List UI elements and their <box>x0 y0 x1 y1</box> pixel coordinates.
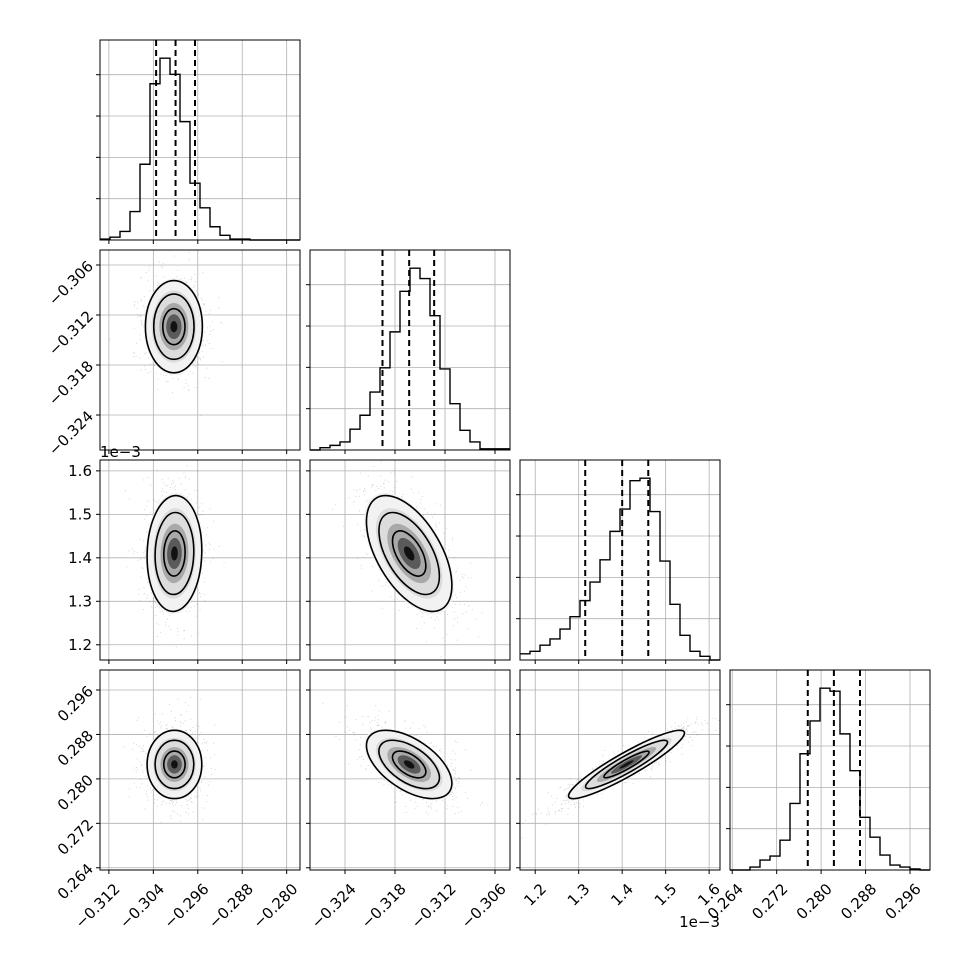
density-fill <box>170 321 178 333</box>
contour-line <box>146 494 203 613</box>
y-tick-label-p1: −0.306 <box>45 257 97 309</box>
contour-line <box>391 750 427 779</box>
marginal-panel-0 <box>96 39 301 244</box>
x-tick-label-p0: −0.288 <box>205 880 257 932</box>
panel-frame <box>99 39 301 241</box>
x-tick-label-p2: 1.3 <box>564 880 594 910</box>
x-tick-label-p1: −0.312 <box>408 880 460 932</box>
panel-content <box>310 670 510 870</box>
panel-frame <box>519 459 721 661</box>
contour-line <box>162 750 186 779</box>
joint-panel-1-3 <box>306 669 511 874</box>
contour-line <box>378 739 441 790</box>
panel-content <box>520 670 720 870</box>
panel-frame <box>309 459 511 661</box>
panel-frame <box>309 249 511 451</box>
y-tick-label-p3: 0.296 <box>54 682 97 725</box>
marginal-panel-1 <box>306 249 511 454</box>
y-tick-label-p2: 1.3 <box>68 592 92 610</box>
scatter-points <box>123 697 216 823</box>
histogram-step <box>100 57 300 241</box>
y-tick-label-p1: −0.318 <box>45 357 97 409</box>
marginal-panel-3 <box>726 669 931 874</box>
joint-panel-2-3 <box>516 669 721 874</box>
panel-frame <box>729 669 931 871</box>
y-tick-label-p3: 0.272 <box>54 816 97 859</box>
x-tick-label-p2: 1.2 <box>520 880 550 910</box>
y-tick-label-p3: 0.264 <box>54 860 97 903</box>
x-tick-label-p1: −0.318 <box>358 880 410 932</box>
histogram-step <box>310 267 510 451</box>
contour-line <box>567 729 686 800</box>
joint-panel-0-3 <box>96 669 301 874</box>
x-tick-label-p2: 1.5 <box>651 880 681 910</box>
y-tick-label-p1: −0.324 <box>45 407 97 459</box>
y-tick-label-p3: 0.280 <box>54 771 97 814</box>
panel-content <box>310 460 510 660</box>
density-fill <box>619 760 634 769</box>
contour-line <box>365 494 453 613</box>
x-offset-text: 1e−3 <box>679 913 720 931</box>
x-tick-label-p3: 0.272 <box>748 880 791 923</box>
density-fill <box>403 546 415 561</box>
y-tick-label-p1: −0.312 <box>45 307 97 359</box>
contour-line <box>144 279 204 374</box>
x-tick-label-p0: −0.304 <box>116 880 168 932</box>
y-tick-label-p2: 1.2 <box>68 636 92 654</box>
joint-panel-1-2 <box>306 459 511 664</box>
density-fill <box>171 546 178 561</box>
contour-line <box>154 739 195 790</box>
joint-panel-0-1 <box>96 249 301 454</box>
histogram-step <box>520 477 720 661</box>
x-tick-label-p0: −0.296 <box>161 880 213 932</box>
histogram-step <box>730 687 930 871</box>
panel-content <box>100 670 300 870</box>
panel-frame <box>99 249 301 451</box>
contour-line <box>378 511 441 596</box>
y-tick-label-p2: 1.4 <box>68 549 92 567</box>
y-tick-label-p3: 0.288 <box>54 727 97 770</box>
panel-content <box>100 250 300 450</box>
panel-content <box>100 460 300 660</box>
panel-frame <box>99 459 301 661</box>
y-offset-text: 1e−3 <box>100 443 141 461</box>
density-fill <box>171 760 178 769</box>
contour-line <box>154 511 195 596</box>
contour-line <box>146 729 203 800</box>
contour-line <box>365 729 453 800</box>
panel-frame <box>99 669 301 871</box>
x-tick-label-p1: −0.324 <box>308 880 360 932</box>
x-tick-label-p0: −0.280 <box>249 880 301 932</box>
x-tick-label-p3: 0.296 <box>882 880 925 923</box>
panel-frame <box>309 669 511 871</box>
contour-line <box>584 739 669 790</box>
joint-panel-0-2 <box>96 459 301 664</box>
x-tick-label-p1: −0.306 <box>458 880 510 932</box>
contour-line <box>152 293 195 361</box>
contour-line <box>162 530 186 577</box>
x-tick-label-p3: 0.280 <box>793 880 836 923</box>
marginal-panel-2 <box>516 459 721 664</box>
panel-frame <box>519 669 721 871</box>
contour-line <box>603 750 650 779</box>
y-tick-label-p2: 1.6 <box>68 462 92 480</box>
density-fill <box>403 760 415 769</box>
contour-line <box>161 307 186 346</box>
y-tick-label-p2: 1.5 <box>68 505 92 523</box>
x-tick-label-p2: 1.4 <box>607 880 637 910</box>
x-tick-label-p3: 0.288 <box>837 880 880 923</box>
contour-line <box>391 530 427 577</box>
